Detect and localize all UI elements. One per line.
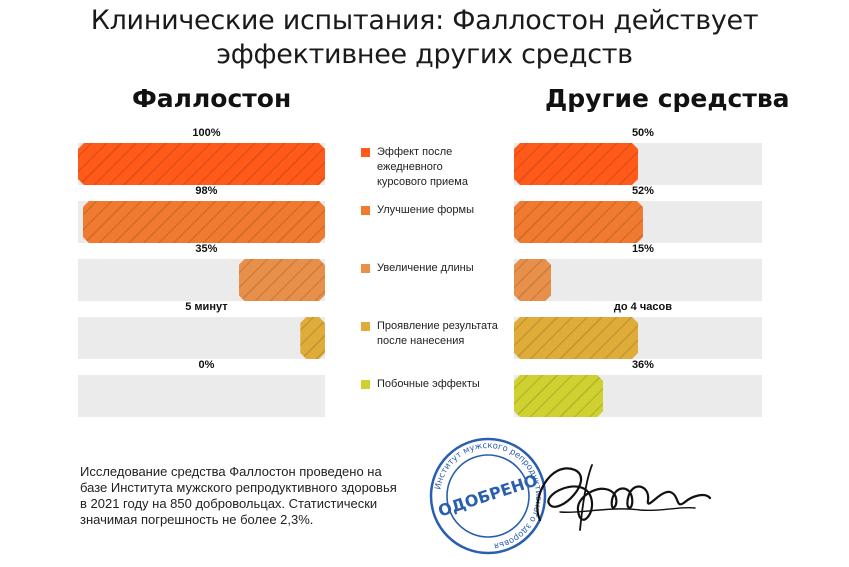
bar-track <box>514 317 762 359</box>
title-line-2: эффективнее других средств <box>216 39 633 70</box>
legend-label: Улучшение формы <box>377 204 474 216</box>
legend-swatch <box>361 264 370 273</box>
approval-stamp: Институт мужского репродуктивного здоров… <box>429 437 547 555</box>
data-label: 52% <box>631 185 654 197</box>
bar-track <box>78 259 325 301</box>
bar-track <box>78 143 325 185</box>
bar <box>514 317 638 359</box>
study-note: Исследование средства Фаллостон проведен… <box>80 464 397 527</box>
legend-swatch <box>361 380 370 389</box>
legend-swatch <box>361 322 370 331</box>
bar-track <box>514 375 762 417</box>
bar-track <box>514 143 762 185</box>
legend-swatch <box>361 148 370 157</box>
bar-track <box>78 375 325 417</box>
data-label: 35% <box>195 243 218 255</box>
left-heading: Фаллостон <box>132 84 292 113</box>
bar <box>514 375 603 417</box>
signature <box>536 464 712 531</box>
data-label: 98% <box>195 185 218 197</box>
legend-label: Увеличение длины <box>377 262 474 274</box>
bar <box>78 143 325 185</box>
data-label: 36% <box>631 359 654 371</box>
bar <box>514 143 638 185</box>
title-line-1: Клинические испытания: Фаллостон действу… <box>90 5 759 36</box>
right-heading: Другие средства <box>545 84 790 113</box>
bar-track <box>514 201 762 243</box>
bar <box>514 201 643 243</box>
bar <box>300 317 325 359</box>
data-label: 15% <box>631 243 654 255</box>
data-label: до 4 часов <box>613 301 672 313</box>
bar <box>239 259 325 301</box>
legend-label: Проявление результата после нанесения <box>377 320 498 347</box>
data-label: 5 минут <box>185 301 228 313</box>
bar-track <box>514 259 762 301</box>
legend-swatch <box>361 206 370 215</box>
legend-label: Эффект после ежедневного курсового прием… <box>377 146 468 188</box>
chart-title: Клинические испытания: Фаллостон действу… <box>0 4 849 72</box>
data-label: 50% <box>631 127 654 139</box>
bar <box>83 201 325 243</box>
bar-track <box>78 317 325 359</box>
bar-track <box>78 201 325 243</box>
data-label: 100% <box>192 127 221 139</box>
data-label: 0% <box>198 359 215 371</box>
bar <box>514 259 551 301</box>
legend-label: Побочные эффекты <box>377 378 480 390</box>
